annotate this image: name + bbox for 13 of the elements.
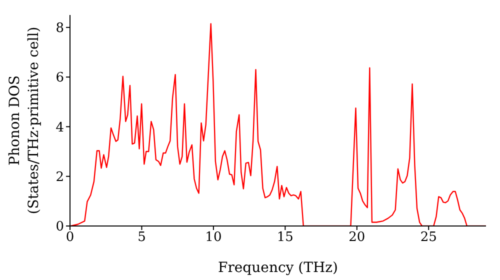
x-tick-label: 25 — [420, 230, 437, 246]
x-tick-label: 5 — [138, 230, 146, 246]
y-tick-label: 2 — [56, 170, 64, 185]
x-tick-label: 0 — [66, 230, 74, 246]
y-tick-label: 4 — [56, 120, 64, 136]
x-axis-title: Frequency (THz) — [218, 260, 338, 276]
x-tick-label: 20 — [348, 230, 366, 246]
y-tick-label: 6 — [56, 70, 64, 86]
x-tick-label: 10 — [205, 230, 222, 246]
x-tick-label: 15 — [276, 230, 294, 246]
y-axis-title: Phonon DOS (States/THz·primitive cell) — [7, 26, 42, 214]
y-tick-label: 0 — [56, 220, 64, 235]
y-tick-label: 8 — [56, 21, 64, 36]
